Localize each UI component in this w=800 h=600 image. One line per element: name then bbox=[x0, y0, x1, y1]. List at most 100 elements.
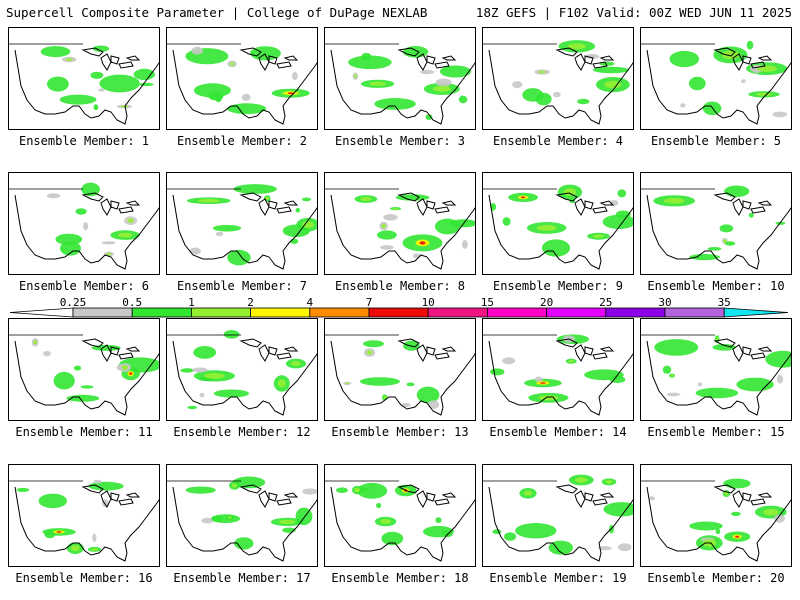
scp-contour bbox=[756, 65, 777, 72]
scp-contour bbox=[536, 224, 557, 231]
scp-field-map bbox=[325, 43, 475, 125]
scp-contour bbox=[348, 55, 392, 70]
scp-contour bbox=[585, 54, 600, 59]
scp-contour bbox=[598, 546, 612, 551]
map-panel-member-19 bbox=[482, 464, 634, 567]
scp-contour bbox=[116, 364, 125, 371]
scp-contour bbox=[129, 372, 133, 375]
scp-contour bbox=[56, 531, 62, 533]
colorbar-tick-label: 30 bbox=[658, 296, 672, 309]
scp-contour bbox=[295, 208, 301, 213]
scp-contour bbox=[127, 218, 134, 223]
scp-contour bbox=[67, 58, 71, 61]
scp-contour bbox=[189, 247, 201, 255]
scp-contour bbox=[233, 184, 277, 194]
scp-contour bbox=[121, 365, 128, 370]
map-panel-member-16 bbox=[8, 464, 160, 567]
colorbar-segment bbox=[309, 307, 370, 318]
great-lakes bbox=[555, 484, 615, 508]
great-lakes bbox=[239, 47, 299, 71]
scp-contour bbox=[229, 62, 235, 66]
scp-contour bbox=[689, 254, 720, 261]
scp-contour bbox=[776, 374, 784, 384]
scp-contour bbox=[211, 515, 223, 523]
member-label: Ensemble Member: 17 bbox=[173, 571, 311, 585]
scp-field-map bbox=[167, 184, 317, 270]
scp-contour bbox=[201, 517, 214, 524]
colorbar-tick-label: 0.5 bbox=[122, 296, 143, 309]
colorbar-segment bbox=[250, 307, 311, 318]
scp-contour bbox=[689, 521, 723, 531]
member-label: Ensemble Member: 6 bbox=[18, 279, 150, 293]
great-lakes bbox=[81, 484, 141, 508]
map-panel-member-10 bbox=[640, 172, 792, 275]
scp-contour bbox=[361, 52, 372, 60]
scp-contour bbox=[360, 197, 372, 201]
scp-contour bbox=[279, 519, 296, 524]
member-label: Ensemble Member: 7 bbox=[176, 279, 308, 293]
scp-contour bbox=[98, 88, 105, 92]
coastline bbox=[646, 340, 791, 416]
great-lakes bbox=[239, 192, 299, 216]
scp-contour bbox=[669, 50, 700, 68]
coastline bbox=[646, 194, 791, 270]
map-panel-member-7 bbox=[166, 172, 318, 275]
colorbar-tick-label: 2 bbox=[247, 296, 254, 309]
scp-contour bbox=[191, 46, 203, 55]
scp-contour bbox=[197, 199, 220, 203]
scp-contour bbox=[99, 74, 140, 93]
scp-field-map bbox=[483, 184, 633, 270]
colorbar-tick-label: 7 bbox=[365, 296, 373, 309]
scp-field-map bbox=[641, 334, 791, 416]
scp-contour bbox=[702, 101, 722, 116]
scp-contour bbox=[548, 540, 573, 555]
scp-contour bbox=[765, 350, 791, 368]
scp-contour bbox=[93, 479, 102, 484]
scp-contour bbox=[490, 368, 505, 376]
scp-contour bbox=[60, 241, 81, 256]
member-label: Ensemble Member: 8 bbox=[334, 279, 466, 293]
scp-field-map bbox=[483, 334, 633, 416]
scp-contour bbox=[369, 81, 386, 86]
scp-contour bbox=[91, 548, 98, 551]
scp-field-map bbox=[641, 40, 791, 125]
scp-contour bbox=[139, 82, 154, 87]
coastline bbox=[488, 486, 633, 562]
colorbar-tick-label: 4 bbox=[306, 296, 314, 309]
scp-field-map bbox=[9, 334, 159, 416]
scp-field-map bbox=[483, 474, 633, 562]
coastline bbox=[646, 49, 791, 125]
scp-contour bbox=[101, 241, 116, 245]
scp-contour bbox=[731, 511, 741, 516]
member-label: Ensemble Member: 13 bbox=[331, 425, 469, 439]
scp-contour bbox=[16, 487, 30, 492]
scp-contour bbox=[604, 80, 622, 89]
coastline bbox=[14, 49, 159, 125]
scp-contour bbox=[185, 486, 216, 494]
scp-contour bbox=[83, 222, 89, 231]
great-lakes bbox=[555, 338, 615, 362]
scp-contour bbox=[719, 224, 734, 233]
coastline bbox=[172, 486, 317, 562]
colorbar-tick-label: 15 bbox=[480, 296, 495, 309]
scp-contour bbox=[227, 516, 232, 519]
coastline bbox=[330, 49, 475, 125]
scp-contour bbox=[231, 483, 238, 488]
scp-contour bbox=[44, 530, 56, 539]
scp-contour bbox=[419, 241, 426, 245]
scp-contour bbox=[697, 382, 703, 387]
coastline bbox=[330, 486, 475, 562]
scp-contour bbox=[90, 71, 104, 79]
coastline bbox=[330, 340, 475, 416]
scp-contour bbox=[772, 111, 788, 118]
scp-contour bbox=[232, 476, 266, 489]
coastline bbox=[330, 194, 475, 270]
scp-contour bbox=[234, 537, 254, 550]
scp-contour bbox=[707, 247, 722, 251]
scp-contour bbox=[688, 76, 706, 91]
coastline bbox=[488, 194, 633, 270]
scp-contour bbox=[336, 487, 348, 493]
scp-contour bbox=[38, 493, 67, 509]
map-panel-member-9 bbox=[482, 172, 634, 275]
member-label: Ensemble Member: 11 bbox=[15, 425, 153, 439]
